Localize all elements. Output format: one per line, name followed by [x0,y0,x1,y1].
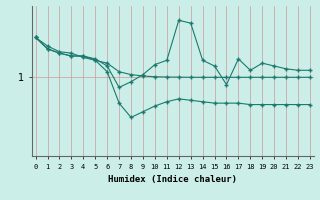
X-axis label: Humidex (Indice chaleur): Humidex (Indice chaleur) [108,175,237,184]
